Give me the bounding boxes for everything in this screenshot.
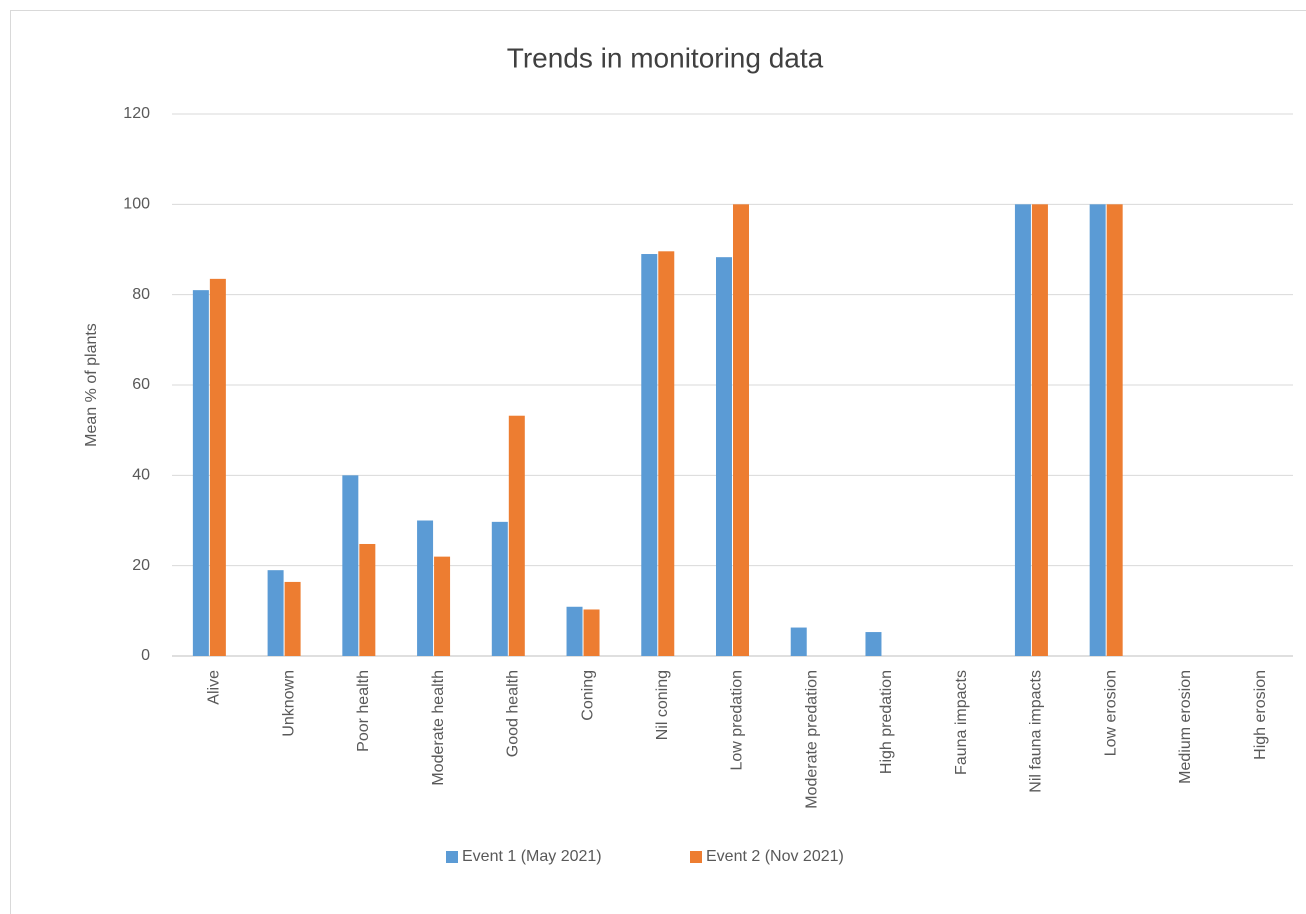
x-tick-label: Unknown <box>280 670 297 737</box>
legend-swatch <box>690 851 702 863</box>
bar <box>434 556 451 656</box>
bar <box>1031 204 1048 657</box>
y-tick-label: 20 <box>132 557 150 574</box>
bar <box>192 290 209 656</box>
bar <box>417 520 434 656</box>
x-tick-label: Poor health <box>355 670 372 752</box>
bar <box>658 251 675 656</box>
y-tick-label: 60 <box>132 376 150 393</box>
x-tick-label: High predation <box>878 670 895 774</box>
bar <box>284 581 301 656</box>
x-tick-label: Moderate predation <box>803 670 820 809</box>
bar <box>1089 204 1106 657</box>
chart-frame <box>10 10 1306 914</box>
chart-title: Trends in monitoring data <box>507 42 824 73</box>
x-tick-label: Moderate health <box>430 670 447 786</box>
bar <box>566 606 583 656</box>
x-tick-label: High erosion <box>1252 670 1269 760</box>
bar <box>733 204 749 657</box>
bar <box>790 627 807 656</box>
bar <box>267 570 284 656</box>
bar <box>359 543 376 656</box>
bar <box>491 521 508 656</box>
legend-swatch <box>446 851 458 863</box>
y-axis-label: Mean % of plants <box>83 323 100 447</box>
bar <box>209 278 226 656</box>
y-tick-label: 80 <box>132 286 150 303</box>
legend-label: Event 2 (Nov 2021) <box>706 848 844 865</box>
x-tick-label: Coning <box>579 670 596 721</box>
y-tick-label: 40 <box>132 467 150 484</box>
x-tick-label: Medium erosion <box>1177 670 1194 784</box>
bar <box>865 632 882 656</box>
x-tick-label: Low erosion <box>1102 670 1119 756</box>
x-tick-label: Alive <box>206 670 223 705</box>
bar <box>716 257 732 656</box>
bar <box>508 415 525 656</box>
bar <box>1014 204 1031 657</box>
x-tick-label: Nil fauna impacts <box>1028 670 1045 793</box>
bar <box>583 609 600 656</box>
x-tick-label: Low predation <box>729 670 746 771</box>
x-tick-label: Fauna impacts <box>953 670 970 775</box>
legend-label: Event 1 (May 2021) <box>462 848 602 865</box>
y-tick-label: 120 <box>123 105 150 122</box>
bar <box>342 475 359 656</box>
bar <box>641 254 658 656</box>
x-tick-label: Good health <box>505 670 522 757</box>
y-tick-label: 0 <box>141 647 150 664</box>
bar <box>1106 204 1123 657</box>
x-tick-label: Nil coning <box>654 670 671 740</box>
y-tick-label: 100 <box>123 196 150 213</box>
